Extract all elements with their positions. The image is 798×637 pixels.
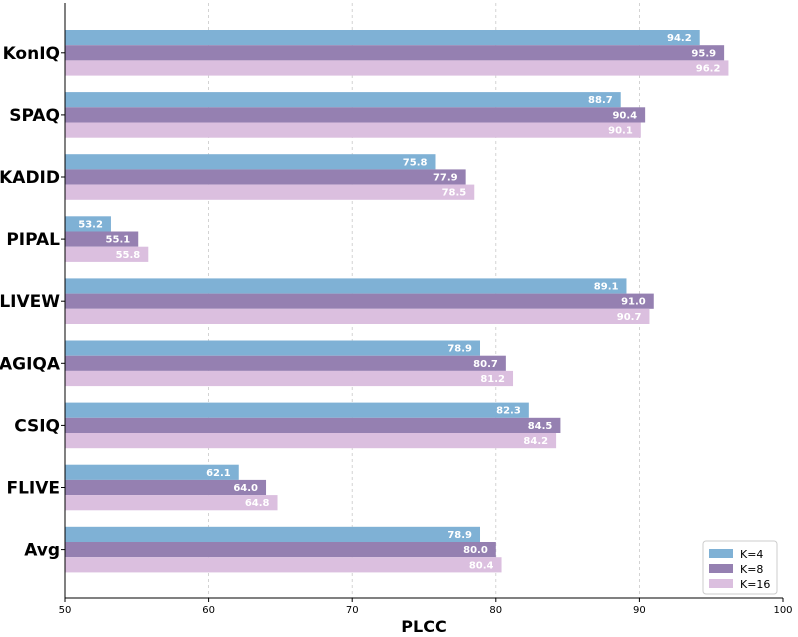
bar-value-label: 81.2	[480, 374, 505, 385]
y-tick-label: CSIQ	[14, 416, 60, 436]
y-tick-label: FLIVE	[6, 479, 60, 499]
bar-k8	[65, 417, 561, 433]
bar-k4	[65, 92, 621, 108]
x-tick-label: 60	[202, 605, 215, 616]
bar-k16	[65, 433, 557, 449]
bar-k4	[65, 278, 627, 294]
bar-value-label: 78.9	[447, 530, 472, 541]
bar-k8	[65, 45, 725, 61]
bar-value-label: 64.0	[233, 483, 258, 494]
x-tick-label: 100	[773, 605, 792, 616]
bar-k4	[65, 464, 239, 480]
x-tick-label: 70	[346, 605, 359, 616]
bar-k16	[65, 60, 729, 76]
bar-value-label: 90.7	[617, 312, 642, 323]
bar-value-label: 88.7	[588, 95, 613, 106]
bar-value-label: 78.9	[447, 344, 472, 355]
bar-k4	[65, 216, 111, 232]
x-tick-label: 50	[59, 605, 72, 616]
bar-k8	[65, 169, 466, 185]
bar-value-label: 80.0	[463, 545, 488, 556]
bar-k8	[65, 542, 496, 558]
bar-value-label: 53.2	[78, 219, 103, 230]
legend-label: K=16	[740, 578, 770, 591]
bar-value-label: 89.1	[594, 282, 619, 293]
bar-k16	[65, 370, 514, 387]
bar-k8	[65, 231, 139, 247]
bar-value-label: 75.8	[403, 157, 428, 168]
bar-k8	[65, 107, 646, 123]
bar-k16	[65, 557, 502, 573]
bar-value-label: 91.0	[621, 297, 646, 308]
bar-value-label: 96.2	[696, 64, 721, 75]
y-tick-label: KADID	[0, 168, 60, 188]
y-tick-label: KonIQ	[3, 44, 60, 64]
bar-value-label: 77.9	[433, 173, 458, 184]
y-tick-label: PIPAL	[6, 230, 60, 250]
bar-k4	[65, 526, 481, 542]
bar-value-label: 78.5	[442, 188, 467, 199]
bar-k16	[65, 308, 650, 324]
bar-k16	[65, 184, 475, 200]
legend-swatch-k4	[709, 549, 733, 558]
bar-value-label: 64.8	[245, 498, 270, 509]
bar-k16	[65, 122, 641, 138]
bar-k16	[65, 495, 278, 511]
bar-k4	[65, 30, 700, 46]
bar-value-label: 55.1	[106, 235, 131, 246]
bar-value-label: 80.4	[469, 560, 494, 571]
bar-value-label: 95.9	[691, 48, 716, 59]
bar-k4	[65, 154, 436, 170]
bar-k8	[65, 293, 654, 309]
x-tick-label: 90	[633, 605, 646, 616]
legend-label: K=8	[740, 563, 763, 576]
x-axis-title: PLCC	[401, 617, 446, 636]
bar-value-label: 82.3	[496, 406, 521, 417]
legend: K=4 K=8 K=16	[702, 540, 778, 595]
bar-value-label: 80.7	[473, 359, 498, 370]
y-tick-label: AGIQA	[0, 354, 61, 374]
bar-value-label: 84.5	[528, 421, 553, 432]
legend-label: K=4	[740, 548, 763, 561]
legend-swatch-k8	[709, 564, 733, 573]
bar-k4	[65, 402, 529, 418]
bar-k16	[65, 246, 149, 262]
bars	[65, 30, 729, 573]
bar-k8	[65, 355, 506, 371]
y-tick-labels: KonIQ SPAQ KADID PIPAL LIVEW AGIQA CSIQ FLIVE Av…	[0, 44, 65, 561]
bar-k8	[65, 479, 267, 496]
y-tick-label: SPAQ	[9, 106, 60, 126]
x-tick-labels: 50 60 70 80 90 100	[59, 598, 793, 616]
bar-value-label: 84.2	[523, 436, 548, 447]
value-labels: 94.2 95.9 96.2 88.7 90.4 90.1 75.8 77.9 78.5 53.2…	[78, 33, 720, 571]
y-tick-label: Avg	[24, 541, 60, 561]
bar-k4	[65, 340, 481, 356]
y-tick-label: LIVEW	[0, 292, 60, 312]
legend-swatch-k16	[709, 579, 733, 588]
bar-value-label: 90.1	[608, 126, 633, 137]
x-tick-label: 80	[489, 605, 502, 616]
bar-value-label: 90.4	[612, 110, 637, 121]
bar-value-label: 55.8	[116, 250, 141, 261]
bar-value-label: 94.2	[667, 33, 692, 44]
bar-value-label: 62.1	[206, 468, 231, 479]
